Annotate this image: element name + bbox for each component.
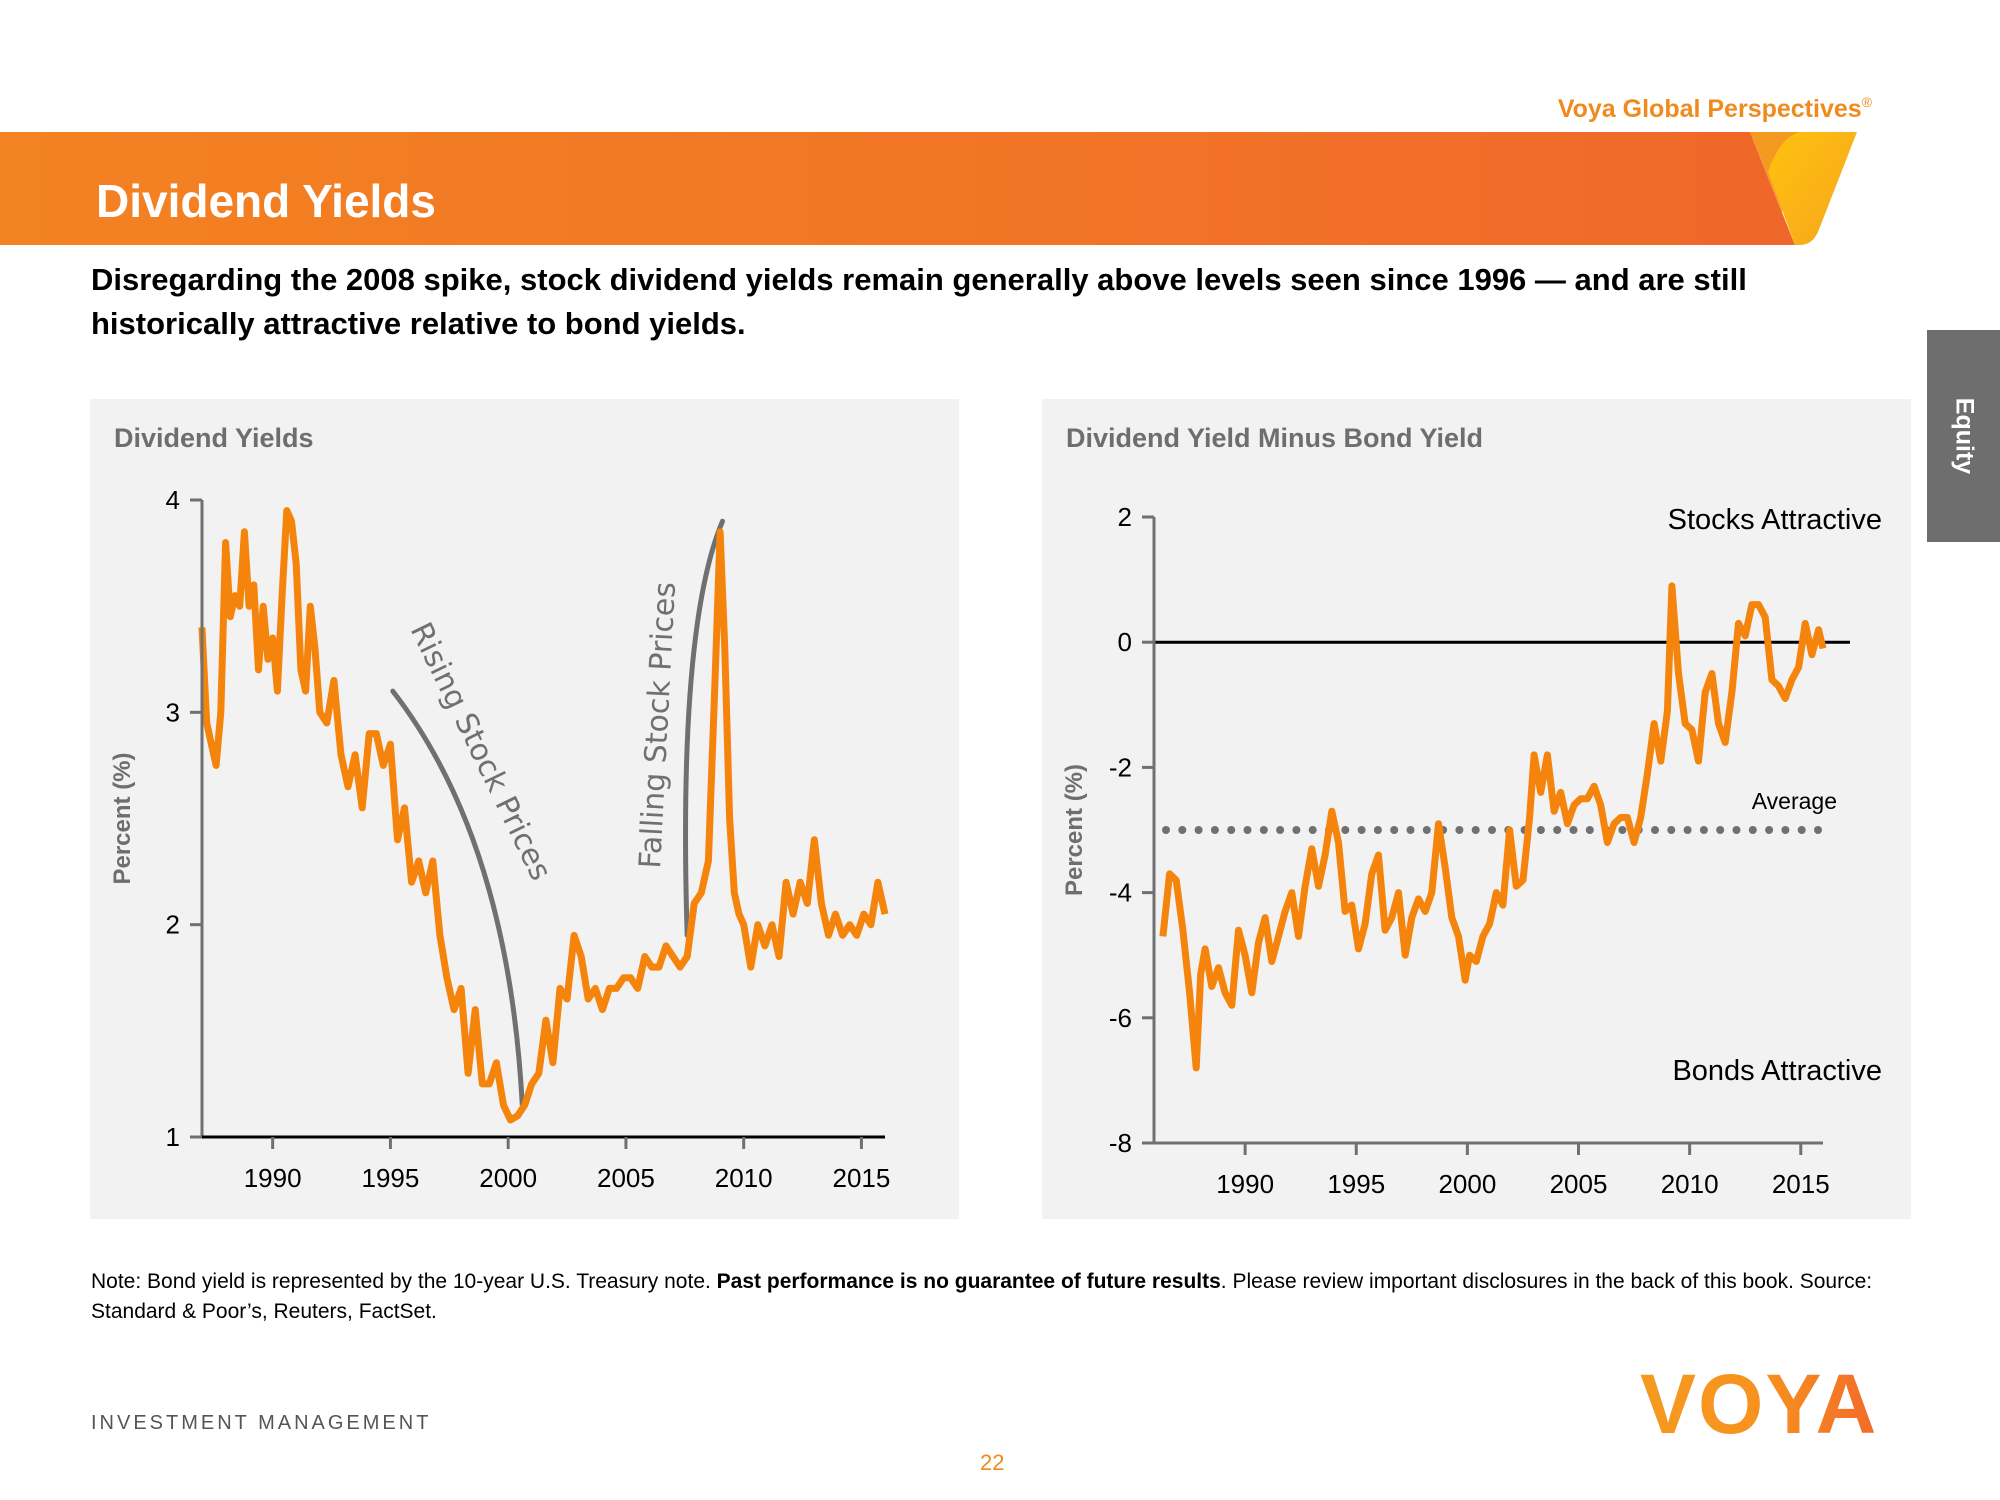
voya-logo: VOYA xyxy=(1640,1365,1878,1451)
average-dot xyxy=(1765,826,1774,834)
average-dot xyxy=(1569,826,1578,834)
title-banner xyxy=(0,132,1815,245)
footnote-disclaimer: Past performance is no guarantee of futu… xyxy=(716,1270,1221,1293)
brand-header: Voya Global Perspectives® xyxy=(1558,94,1872,124)
y-axis-label: Percent (%) xyxy=(1061,764,1088,896)
y-tick-label: 2 xyxy=(166,910,180,940)
registered-mark: ® xyxy=(1861,94,1872,110)
chart-title: Dividend Yields xyxy=(114,423,314,453)
average-dot xyxy=(1276,826,1285,834)
average-dot xyxy=(1488,826,1496,834)
average-dot xyxy=(1699,826,1708,834)
x-tick-label: 2015 xyxy=(1772,1169,1830,1199)
x-tick-label: 1995 xyxy=(1327,1169,1385,1199)
logo-text: VOYA xyxy=(1640,1365,1878,1451)
dividend-yields-panel: Dividend Yields 1 2 3 4 1990 1995 2000 2005 2010… xyxy=(90,399,959,1219)
average-dot xyxy=(1781,826,1790,834)
falling-stock-prices-arrow xyxy=(683,518,725,938)
page-title: Dividend Yields xyxy=(96,175,436,227)
average-dot xyxy=(1618,826,1627,834)
x-tick-label: 2005 xyxy=(597,1163,655,1193)
average-dot xyxy=(1471,826,1480,834)
average-dot xyxy=(1683,826,1692,834)
series-line xyxy=(1159,582,1827,1072)
series-line xyxy=(198,507,889,1124)
section-tab-equity[interactable]: Equity xyxy=(1927,330,2000,542)
x-tick-label: 2010 xyxy=(715,1163,773,1193)
average-dot xyxy=(1210,826,1219,834)
stocks-attractive-label: Stocks Attractive xyxy=(1668,504,1882,536)
average-dot xyxy=(1716,826,1725,834)
y-tick-label: 0 xyxy=(1118,627,1132,657)
y-tick-label: 2 xyxy=(1118,502,1132,532)
average-dot xyxy=(1178,826,1187,834)
average-dot xyxy=(1341,826,1350,834)
y-tick-label: -8 xyxy=(1109,1128,1132,1158)
average-dot xyxy=(1455,826,1464,834)
x-tick-label: 2015 xyxy=(833,1163,891,1193)
average-dot xyxy=(1814,826,1822,834)
average-dot xyxy=(1308,826,1317,834)
average-dot xyxy=(1667,826,1676,834)
x-tick-label: 2000 xyxy=(479,1163,537,1193)
footnote-text: Note: Bond yield is represented by the 1… xyxy=(91,1270,717,1293)
average-dot xyxy=(1651,826,1659,834)
average-dot xyxy=(1243,826,1252,834)
average-dot xyxy=(1406,826,1415,834)
y-tick-label: -4 xyxy=(1109,878,1132,908)
average-dot xyxy=(1373,826,1382,834)
average-dot xyxy=(1357,826,1366,834)
rising-stock-prices-arrow xyxy=(390,688,525,1108)
average-dot xyxy=(1748,826,1757,834)
y-tick-label: 3 xyxy=(166,697,180,727)
footnote-source: . Please review important disclosures in… xyxy=(91,1270,1873,1323)
average-dot xyxy=(1422,826,1431,834)
y-tick-label: -2 xyxy=(1109,752,1132,782)
average-dot xyxy=(1732,826,1741,834)
average-dot xyxy=(1390,826,1399,834)
chart-title: Dividend Yield Minus Bond Yield xyxy=(1066,423,1484,453)
average-dot xyxy=(1292,826,1301,834)
x-tick-label: 1995 xyxy=(361,1163,419,1193)
y-axis-label: Percent (%) xyxy=(109,752,136,884)
rising-stock-prices-label: Rising Stock Prices xyxy=(403,617,558,886)
average-dot xyxy=(1585,826,1594,834)
average-dot xyxy=(1553,826,1562,834)
average-label: Average xyxy=(1752,788,1837,814)
average-dot xyxy=(1227,826,1236,834)
average-line xyxy=(1162,826,1822,834)
x-tick-label: 2010 xyxy=(1661,1169,1719,1199)
x-tick-label: 2005 xyxy=(1550,1169,1608,1199)
y-tick-label: -6 xyxy=(1109,1003,1132,1033)
x-tick-label: 1990 xyxy=(1216,1169,1274,1199)
average-dot xyxy=(1259,826,1268,834)
x-tick-label: 2000 xyxy=(1438,1169,1496,1199)
y-tick-label: 1 xyxy=(166,1122,180,1152)
dividend-yields-chart: 1 2 3 4 1990 1995 2000 2005 2010 2015 Percent (%)… xyxy=(109,485,891,1193)
yield-spread-panel: Dividend Yield Minus Bond Yield -8 -6 -4 -2… xyxy=(1042,399,1911,1219)
x-tick-label: 1990 xyxy=(244,1163,302,1193)
page-subtitle: Disregarding the 2008 spike, stock divid… xyxy=(91,262,1747,341)
footnote: Note: Bond yield is represented by the 1… xyxy=(91,1267,1891,1327)
average-dot xyxy=(1194,826,1203,834)
yield-spread-chart: -8 -6 -4 -2 0 2 1990 1995 2000 2005 2010 2015 Perce… xyxy=(1061,502,1882,1199)
bonds-attractive-label: Bonds Attractive xyxy=(1672,1055,1882,1087)
page-number: 22 xyxy=(980,1450,1005,1475)
average-dot xyxy=(1536,826,1545,834)
average-dot xyxy=(1797,826,1806,834)
division-name: INVESTMENT MANAGEMENT xyxy=(91,1412,432,1434)
falling-stock-prices-label: Falling Stock Prices xyxy=(633,581,683,869)
y-tick-label: 4 xyxy=(166,485,180,515)
voya-v-graphic xyxy=(1700,132,1860,245)
average-dot xyxy=(1162,826,1170,834)
section-tab-label: Equity xyxy=(1950,397,1978,475)
brand-name: Voya Global Perspectives xyxy=(1557,95,1862,123)
